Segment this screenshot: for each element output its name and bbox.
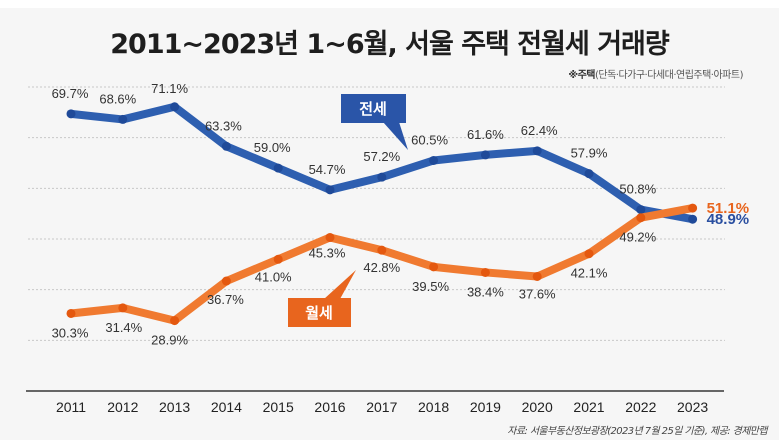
chart-frame: [0, 8, 779, 440]
data-point: [584, 249, 594, 259]
data-label: 28.9%: [151, 333, 188, 348]
data-label: 50.8%: [619, 182, 656, 197]
data-point: [429, 155, 439, 165]
chart-title: 2011~2023년 1~6월, 서울 주택 전월세 거래량: [110, 29, 669, 60]
x-tick-label: 2017: [366, 399, 397, 415]
data-label: 71.1%: [151, 81, 188, 96]
data-point: [377, 172, 387, 182]
data-label: 36.7%: [207, 292, 244, 307]
x-axis-labels: 2011 2012 2013 2014 2015 2016 2017 2018 2019 2020…: [56, 399, 708, 415]
data-label: 54.7%: [309, 162, 346, 177]
data-point: [532, 271, 542, 281]
note-prefix: ※주택: [568, 70, 595, 81]
x-tick-label: 2022: [625, 399, 656, 415]
data-point: [66, 109, 76, 119]
data-label: 42.1%: [571, 266, 608, 281]
end-value-label: 48.9%: [707, 211, 750, 228]
x-tick-label: 2014: [211, 399, 242, 415]
data-label: 42.8%: [363, 260, 400, 275]
data-point: [325, 232, 335, 242]
callout-wolse: 월세: [288, 270, 356, 327]
data-point: [480, 150, 490, 160]
point-labels: 69.7% 68.6% 71.1% 63.3% 59.0% 54.7% 57.2% 60.5%…: [52, 81, 750, 348]
data-point: [221, 276, 231, 286]
data-point: [688, 214, 698, 224]
data-point: [584, 169, 594, 179]
callout-box: [341, 94, 406, 123]
data-label: 63.3%: [205, 118, 242, 133]
data-point: [118, 303, 128, 313]
data-point: [429, 262, 439, 272]
x-tick-label: 2016: [314, 399, 345, 415]
data-point: [636, 205, 646, 215]
x-tick-label: 2015: [263, 399, 294, 415]
data-label: 69.7%: [52, 86, 89, 101]
series-wolse: [66, 203, 698, 326]
callout-box: [288, 298, 351, 327]
note-detail: (단독·다가구·다세대·연립주택·아파트): [594, 70, 744, 81]
housing-type-note: ※주택(단독·다가구·다세대·연립주택·아파트): [568, 66, 743, 81]
callout-pointer: [324, 270, 356, 299]
data-label: 68.6%: [99, 91, 136, 106]
data-label: 38.4%: [467, 284, 504, 299]
data-label: 57.9%: [571, 146, 608, 161]
data-point: [532, 146, 542, 156]
data-label: 57.2%: [363, 149, 400, 164]
callout-jeonse: 전세: [341, 94, 408, 150]
data-point: [66, 308, 76, 318]
x-tick-label: 2019: [470, 399, 501, 415]
callout-pointer: [383, 122, 408, 150]
end-value-label: 51.1%: [707, 200, 750, 217]
data-label: 61.6%: [467, 127, 504, 142]
data-point: [221, 141, 231, 151]
x-tick-label: 2020: [522, 399, 553, 415]
data-point: [273, 163, 283, 173]
data-label: 49.2%: [619, 230, 656, 245]
callout-label: 월세: [305, 304, 333, 322]
x-tick-label: 2012: [107, 399, 138, 415]
data-label: 59.0%: [254, 140, 291, 155]
data-label: 60.5%: [411, 132, 448, 147]
data-label: 39.5%: [412, 279, 449, 294]
data-label: 41.0%: [255, 269, 292, 284]
x-tick-label: 2023: [677, 399, 708, 415]
data-point: [325, 185, 335, 195]
x-tick-label: 2021: [573, 399, 604, 415]
data-point: [377, 245, 387, 255]
x-tick-label: 2018: [418, 399, 449, 415]
data-label: 31.4%: [105, 320, 142, 335]
data-point: [170, 316, 180, 326]
data-point: [273, 254, 283, 264]
series-jeonse: [66, 102, 698, 224]
data-label: 62.4%: [521, 123, 558, 138]
source-credit: 자료: 서울부동산정보광장(2023년 7월 25일 기준), 제공: 경제만랩: [507, 426, 767, 437]
series-lines: [66, 102, 698, 326]
data-label: 45.3%: [309, 245, 346, 260]
x-tick-label: 2013: [159, 399, 190, 415]
data-label: 30.3%: [52, 325, 89, 340]
callout-label: 전세: [359, 100, 387, 118]
data-point: [170, 102, 180, 112]
data-point: [118, 114, 128, 124]
x-tick-label: 2011: [56, 399, 86, 415]
data-point: [480, 267, 490, 277]
data-point: [688, 203, 698, 213]
data-label: 37.6%: [519, 286, 556, 301]
gridlines: [28, 86, 725, 341]
data-point: [636, 213, 646, 223]
